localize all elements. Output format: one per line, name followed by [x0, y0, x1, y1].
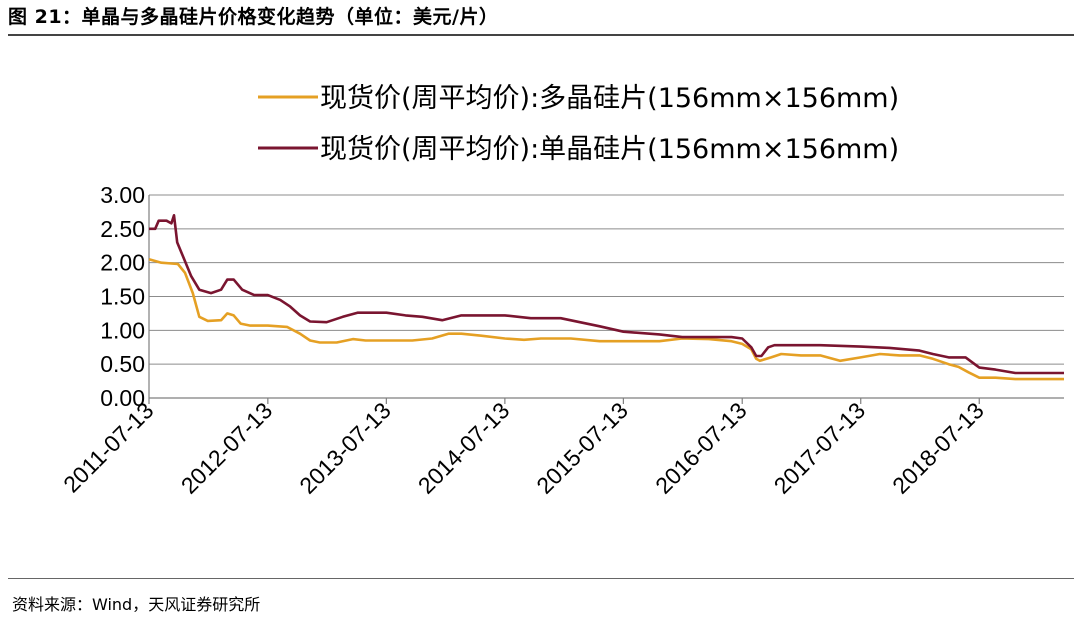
x-tick-label: 2012-07-13 — [176, 397, 278, 499]
y-tick-label: 0.50 — [100, 351, 145, 377]
series-line-1 — [149, 214, 1064, 375]
x-tick-label: 2017-07-13 — [769, 397, 871, 499]
x-tick-label: 2015-07-13 — [531, 397, 633, 499]
legend-label-0: 现货价(周平均价):多晶硅片(156mm×156mm) — [320, 83, 899, 114]
y-tick-label: 3.00 — [100, 182, 145, 208]
series-line-0 — [148, 258, 1064, 381]
x-tick-label: 2014-07-13 — [413, 397, 515, 499]
y-tick-label: 0.00 — [100, 385, 145, 411]
chart-gridlines — [149, 194, 1064, 365]
bottom-divider — [8, 578, 1074, 579]
x-tick-label: 2011-07-13 — [58, 397, 158, 497]
y-tick-label: 2.00 — [100, 250, 145, 276]
y-tick-label: 1.00 — [100, 317, 145, 343]
source-note: 资料来源：Wind，天风证券研究所 — [12, 595, 261, 614]
legend-label-1: 现货价(周平均价):单晶硅片(156mm×156mm) — [320, 134, 899, 165]
price-trend-chart: 现货价(周平均价):多晶硅片(156mm×156mm) 现货价(周平均价):单晶硅… — [58, 83, 1064, 499]
figure-title: 图 21：单晶与多晶硅片价格变化趋势（单位：美元/片） — [8, 6, 499, 28]
top-divider — [8, 34, 1074, 36]
y-tick-label: 1.50 — [100, 284, 145, 310]
chart-legend: 现货价(周平均价):多晶硅片(156mm×156mm) 现货价(周平均价):单晶硅… — [258, 83, 899, 165]
y-tick-label: 2.50 — [100, 216, 145, 242]
x-tick-label: 2018-07-13 — [887, 397, 989, 499]
x-tick-label: 2013-07-13 — [294, 397, 396, 499]
chart-series — [148, 214, 1064, 381]
x-tick-label: 2016-07-13 — [650, 397, 752, 499]
